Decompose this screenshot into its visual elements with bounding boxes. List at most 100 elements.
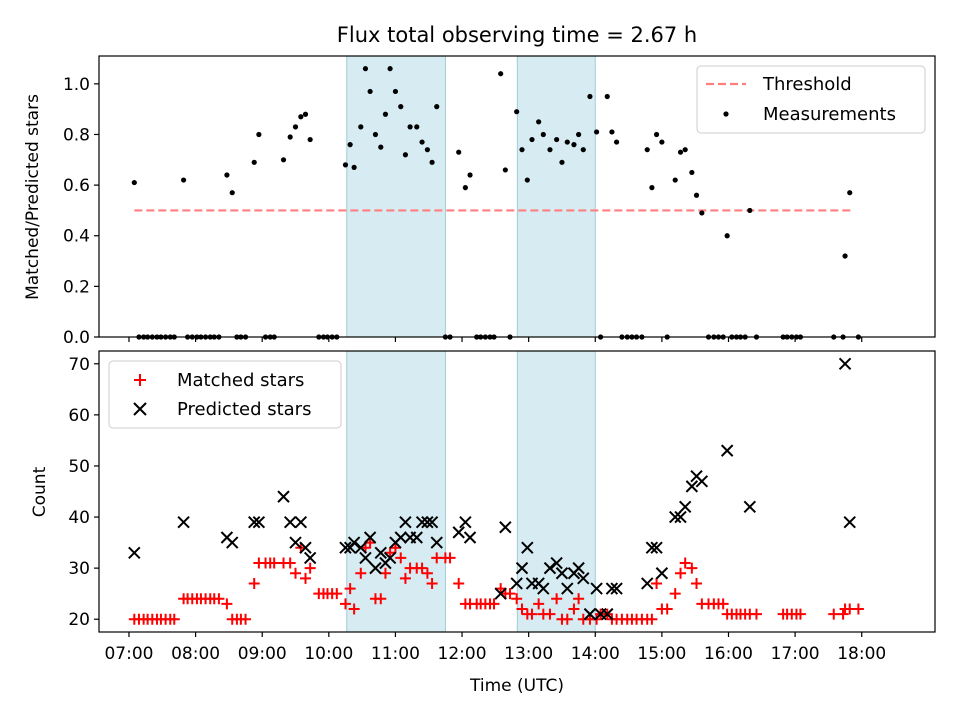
x-tick-label: 16:00 bbox=[704, 644, 753, 664]
shaded-interval bbox=[516, 350, 596, 633]
predicted-star-point bbox=[572, 561, 585, 575]
measurement-point bbox=[699, 210, 705, 216]
predicted-star-point bbox=[430, 536, 443, 549]
predicted-star-point bbox=[452, 526, 465, 539]
predicted-star-point bbox=[577, 572, 590, 585]
predicted-star-point bbox=[410, 531, 423, 544]
measurement-point bbox=[613, 139, 620, 145]
matched-star-point bbox=[511, 593, 523, 605]
predicted-star-point bbox=[128, 546, 141, 560]
shaded-interval bbox=[516, 55, 596, 338]
legend-matched-label: Matched stars bbox=[177, 370, 304, 391]
matched-star-point bbox=[646, 613, 658, 625]
predicted-star-point bbox=[339, 541, 352, 554]
top-axes-frame bbox=[98, 55, 936, 338]
predicted-star-point bbox=[299, 541, 312, 554]
matched-star-point bbox=[573, 593, 585, 605]
matched-star-point bbox=[355, 567, 367, 579]
measurement-point bbox=[462, 185, 468, 191]
measurement-point bbox=[594, 129, 600, 135]
predicted-star-point bbox=[347, 536, 361, 549]
predicted-star-point bbox=[283, 515, 297, 529]
y-tick-label: 40 bbox=[68, 508, 90, 528]
measurement-point bbox=[298, 114, 304, 120]
matched-star-point bbox=[416, 562, 428, 574]
x-tick-label: 08:00 bbox=[171, 644, 220, 664]
measurement-point bbox=[180, 177, 187, 183]
predicted-star-point bbox=[425, 515, 439, 529]
matched-star-point bbox=[213, 593, 225, 605]
bottom-panel: 20 30 40 50 60 70 07:00 08:00 09:00 10:00 11:00 12… bbox=[30, 350, 936, 696]
matched-star-point bbox=[544, 608, 556, 620]
y-tick-label: 30 bbox=[68, 559, 90, 579]
measurement-point bbox=[547, 147, 553, 153]
x-tick-label: 07:00 bbox=[104, 644, 153, 664]
predicted-star-point bbox=[655, 567, 669, 580]
matched-star-point bbox=[675, 567, 687, 579]
matched-star-point bbox=[248, 577, 260, 589]
predicted-star-point bbox=[421, 515, 434, 529]
matched-star-point bbox=[828, 608, 840, 620]
matched-star-point bbox=[504, 588, 516, 600]
predicted-star-point bbox=[226, 536, 239, 549]
predicted-star-point bbox=[601, 607, 614, 621]
measurement-point bbox=[372, 131, 379, 138]
predicted-star-point bbox=[354, 541, 367, 554]
matched-star-point bbox=[488, 598, 500, 610]
y-tick-label: 60 bbox=[68, 406, 90, 426]
matched-star-point bbox=[300, 572, 312, 584]
top-x-ticks bbox=[128, 337, 863, 342]
measurement-point bbox=[659, 139, 665, 145]
x-axis-label: Time (UTC) bbox=[469, 676, 564, 696]
measurement-point bbox=[842, 253, 848, 259]
measurement-point bbox=[536, 119, 542, 125]
measurement-point bbox=[644, 147, 650, 153]
measurement-point bbox=[653, 131, 660, 138]
y-tick-label: 70 bbox=[68, 355, 90, 375]
matched-star-point bbox=[750, 608, 762, 620]
measurement-point bbox=[554, 136, 560, 143]
x-tick-label: 15:00 bbox=[637, 644, 686, 664]
top-y-ticks: 0.0 0.2 0.4 0.6 0.8 1.0 bbox=[63, 75, 99, 348]
matched-star-point bbox=[444, 552, 456, 564]
matched-star-point bbox=[453, 577, 465, 589]
matched-star-point bbox=[526, 608, 538, 620]
matched-star-point bbox=[348, 603, 360, 615]
y-tick-label: 0.8 bbox=[63, 125, 90, 145]
matched-star-point bbox=[389, 542, 401, 554]
shaded-interval bbox=[346, 55, 446, 338]
y-tick-label: 20 bbox=[68, 610, 90, 630]
matched-star-point bbox=[268, 557, 280, 569]
top-y-axis-label: Matched/Predicted stars bbox=[23, 94, 43, 300]
bottom-x-ticks: 07:00 08:00 09:00 10:00 11:00 12:00 13:00 14:00… bbox=[104, 632, 886, 664]
bottom-legend-box bbox=[108, 360, 342, 429]
bottom-axes-frame bbox=[98, 350, 936, 633]
shaded-interval bbox=[346, 350, 446, 633]
matched-star-point bbox=[651, 577, 663, 589]
matched-star-point bbox=[290, 567, 302, 579]
bottom-y-axis-label: Count bbox=[30, 466, 50, 517]
top-legend: Threshold Measurements bbox=[696, 65, 926, 134]
matched-star-point bbox=[568, 603, 580, 615]
predicted-star-point bbox=[277, 490, 290, 503]
measurement-point bbox=[402, 152, 409, 158]
measurement-point bbox=[378, 144, 384, 150]
matched-star-point bbox=[168, 613, 180, 625]
measurement-point bbox=[580, 147, 586, 153]
predicted-star-point bbox=[668, 510, 682, 524]
predicted-star-point bbox=[537, 582, 550, 595]
measurement-point bbox=[307, 136, 313, 143]
predicted-star-point bbox=[463, 531, 477, 544]
matched-star-point bbox=[240, 613, 252, 625]
top-measurement-points bbox=[131, 66, 861, 340]
measurement-point bbox=[519, 147, 525, 153]
matched-star-point bbox=[379, 567, 391, 579]
measurement-point bbox=[524, 177, 530, 183]
measurement-point bbox=[392, 88, 399, 95]
legend-predicted-swatch bbox=[133, 402, 147, 416]
matched-star-point bbox=[395, 552, 407, 564]
matched-star-point bbox=[533, 598, 545, 610]
predicted-star-point bbox=[555, 567, 569, 580]
measurement-point bbox=[498, 71, 504, 77]
predicted-star-point bbox=[685, 480, 699, 493]
